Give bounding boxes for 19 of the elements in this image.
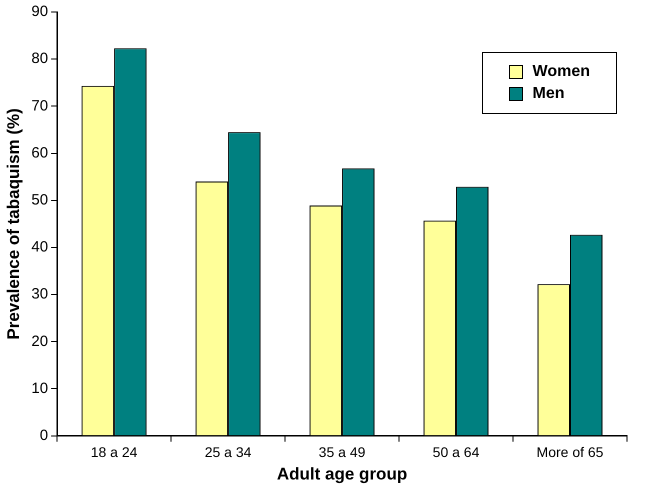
y-tick-label: 30 bbox=[31, 286, 48, 303]
x-tick-label: More of 65 bbox=[536, 444, 604, 460]
y-axis-title: Prevalence of tabaquism (%) bbox=[4, 108, 23, 340]
y-tick-label: 80 bbox=[31, 50, 48, 68]
y-tick-label: 70 bbox=[31, 97, 48, 114]
y-tick-label: 90 bbox=[31, 3, 48, 20]
x-axis-title: Adult age group bbox=[276, 464, 408, 484]
x-tick-label: 35 a 49 bbox=[318, 444, 366, 460]
y-tick-label: 50 bbox=[31, 191, 48, 208]
x-tick-label: 25 a 34 bbox=[204, 444, 252, 460]
y-tick-label: 60 bbox=[31, 144, 48, 162]
legend-label: Men bbox=[532, 85, 565, 103]
y-tick-label: 10 bbox=[31, 380, 48, 397]
y-tick-label: 40 bbox=[31, 238, 48, 256]
y-tick-label: 20 bbox=[31, 332, 48, 350]
x-tick-label: 18 a 24 bbox=[90, 444, 138, 460]
y-tick-label: 0 bbox=[40, 426, 48, 444]
x-tick-label: 50 a 64 bbox=[432, 444, 480, 460]
legend-label: Women bbox=[532, 63, 590, 81]
